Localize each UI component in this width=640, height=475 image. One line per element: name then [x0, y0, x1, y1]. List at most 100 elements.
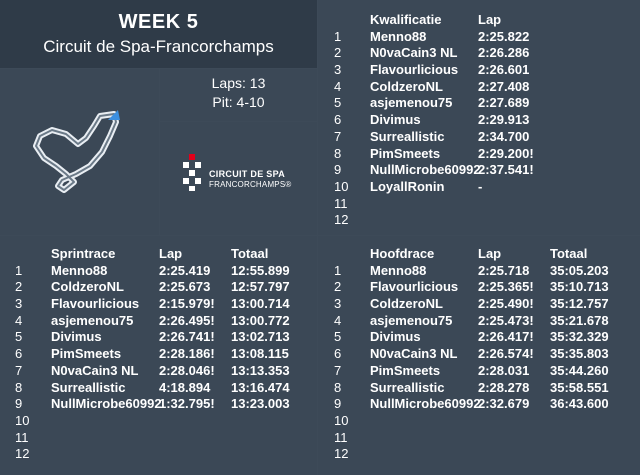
- lap-time-cell: 2:26.495!: [159, 312, 215, 328]
- lap-time-cell: 2:26.286: [478, 45, 530, 61]
- main-race-table: Hoofdrace Lap Totaal 1 Menno88 2:25.718 35:…: [334, 246, 634, 463]
- track-map-icon: [33, 110, 120, 193]
- driver-cell: Divimus: [51, 329, 102, 345]
- lap-time-cell: 2:25.490!: [478, 296, 534, 312]
- driver-cell: Flavourlicious: [370, 62, 459, 78]
- lap-time-cell: 2:27.408: [478, 78, 530, 94]
- position-cell: 10: [334, 178, 349, 194]
- total-time-cell: 35:12.757: [550, 296, 609, 312]
- table-row: 6 Divimus 2:29.913: [334, 112, 634, 129]
- track-outline-inner: [35, 113, 117, 191]
- position-cell: 4: [15, 312, 23, 328]
- main-race-panel: [318, 236, 640, 475]
- position-cell: 9: [15, 396, 23, 412]
- qualifying-table: Kwalificatie Lap 1 Menno88 2:25.822 2 N0vaCa…: [334, 12, 634, 229]
- table-row: 10: [334, 413, 634, 430]
- table-row: 12: [334, 446, 634, 463]
- col-header-total: Totaal: [231, 246, 269, 261]
- driver-cell: N0vaCain3 NL: [51, 362, 139, 378]
- col-header-lap: Lap: [478, 12, 502, 27]
- position-cell: 8: [334, 379, 342, 395]
- logo-line2: FRANCORCHAMPS®: [209, 180, 292, 189]
- lap-time-cell: -: [478, 178, 483, 194]
- table-row: 7 PimSmeets 2:28.031 35:44.260: [334, 363, 634, 380]
- driver-cell: N0vaCain3 NL: [370, 45, 458, 61]
- sprint-table: Sprintrace Lap Totaal 1 Menno88 2:25.419 12…: [15, 246, 315, 463]
- table-row: 1 Menno88 2:25.718 35:05.203: [334, 263, 634, 280]
- table-row: 3 Flavourlicious 2:26.601: [334, 62, 634, 79]
- position-cell: 6: [334, 346, 342, 362]
- table-row: 11: [334, 196, 634, 213]
- position-cell: 8: [334, 145, 342, 161]
- driver-cell: ColdzeroNL: [370, 296, 443, 312]
- total-time-cell: 12:57.797: [231, 279, 290, 295]
- circuit-logo: CIRCUIT DE SPA FRANCORCHAMPS®: [181, 152, 291, 192]
- table-row: 6 PimSmeets 2:28.186! 13:08.115: [15, 346, 315, 363]
- driver-cell: Menno88: [51, 262, 108, 278]
- position-cell: 4: [334, 78, 342, 94]
- total-time-cell: 35:05.203: [550, 262, 609, 278]
- laps-count: Laps: 13: [211, 75, 266, 91]
- position-cell: 8: [15, 379, 23, 395]
- position-cell: 7: [15, 362, 23, 378]
- col-header-session: Kwalificatie: [370, 12, 442, 27]
- pit-window: Pit: 4-10: [212, 94, 265, 110]
- total-time-cell: 13:23.003: [231, 396, 290, 412]
- table-row: 5 Divimus 2:26.417! 35:32.329: [334, 329, 634, 346]
- track-outline: [33, 111, 119, 193]
- lap-time-cell: 2:25.673: [159, 279, 211, 295]
- table-row: 12: [15, 446, 315, 463]
- position-cell: 11: [15, 429, 29, 445]
- position-cell: 3: [334, 62, 342, 78]
- total-time-cell: 13:00.714: [231, 296, 290, 312]
- col-header-lap: Lap: [159, 246, 183, 261]
- table-header: Sprintrace Lap Totaal: [15, 246, 315, 263]
- total-time-cell: 35:21.678: [550, 312, 609, 328]
- lap-time-cell: 2:28.186!: [159, 346, 215, 362]
- lap-time-cell: 2:25.718: [478, 262, 530, 278]
- position-cell: 1: [334, 28, 342, 44]
- position-cell: 4: [334, 312, 342, 328]
- total-time-cell: 35:35.803: [550, 346, 609, 362]
- driver-cell: Flavourlicious: [51, 296, 140, 312]
- lap-time-cell: 2:28.278: [478, 379, 530, 395]
- circuit-name: Circuit de Spa-Francorchamps: [43, 37, 274, 56]
- table-row: 3 Flavourlicious 2:15.979! 13:00.714: [15, 296, 315, 313]
- position-cell: 10: [334, 412, 349, 428]
- driver-cell: Surreallistic: [51, 379, 126, 395]
- total-time-cell: 13:16.474: [231, 379, 290, 395]
- table-row: 12: [334, 212, 634, 229]
- lap-time-cell: 2:28.046!: [159, 362, 215, 378]
- lap-time-cell: 2:32.679: [478, 396, 530, 412]
- table-row: 8 Surreallistic 4:18.894 13:16.474: [15, 380, 315, 397]
- position-cell: 7: [334, 128, 342, 144]
- driver-cell: Flavourlicious: [370, 279, 459, 295]
- table-row: 11: [15, 430, 315, 447]
- lap-time-cell: 2:37.541!: [478, 162, 534, 178]
- position-cell: 6: [334, 112, 342, 128]
- total-time-cell: 36:43.600: [550, 396, 609, 412]
- position-cell: 9: [334, 162, 342, 178]
- position-cell: 6: [15, 346, 23, 362]
- col-header-lap: Lap: [478, 246, 502, 261]
- position-cell: 7: [334, 362, 342, 378]
- driver-cell: PimSmeets: [51, 346, 122, 362]
- driver-cell: Surreallistic: [370, 379, 445, 395]
- lap-time-cell: 2:26.574!: [478, 346, 534, 362]
- position-cell: 1: [334, 262, 342, 278]
- total-time-cell: 13:02.713: [231, 329, 290, 345]
- table-header: Hoofdrace Lap Totaal: [334, 246, 634, 263]
- lap-time-cell: 2:34.700: [478, 128, 530, 144]
- position-cell: 9: [334, 396, 342, 412]
- lap-time-cell: 2:25.365!: [478, 279, 534, 295]
- table-row: 10 LoyallRonin -: [334, 179, 634, 196]
- logo-mark-icon: [183, 154, 201, 191]
- table-row: 9 NullMicrobe60992 1:32.795! 13:23.003: [15, 396, 315, 413]
- lap-time-cell: 2:27.689: [478, 95, 530, 111]
- col-header-total: Totaal: [550, 246, 588, 261]
- table-row: 2 N0vaCain3 NL 2:26.286: [334, 45, 634, 62]
- driver-cell: Divimus: [370, 112, 421, 128]
- lap-time-cell: 2:26.601: [478, 62, 530, 78]
- table-row: 10: [15, 413, 315, 430]
- lap-time-cell: 2:25.473!: [478, 312, 534, 328]
